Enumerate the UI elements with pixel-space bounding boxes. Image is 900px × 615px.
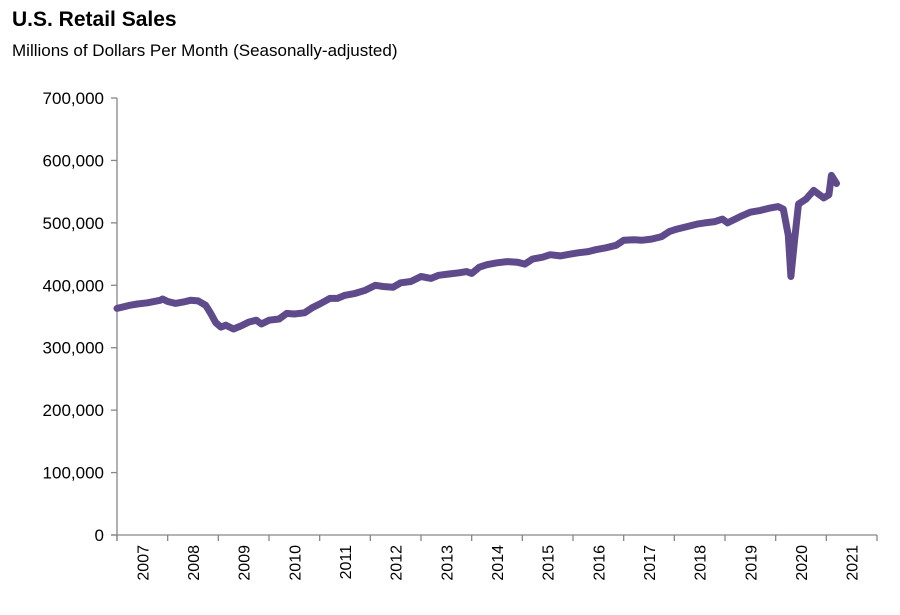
x-axis-ticks: 2007 2008 2009 2010 2011 2012 2013 2014 2015 2016…: [116, 535, 878, 581]
x-tick-label: 2021: [845, 545, 862, 581]
y-tick-label: 700,000: [43, 89, 104, 108]
x-tick-label: 2010: [287, 545, 304, 581]
x-tick-label: 2017: [642, 545, 659, 581]
axes: [111, 98, 877, 541]
chart-title: U.S. Retail Sales: [12, 8, 177, 31]
y-tick-label: 500,000: [43, 214, 104, 233]
x-tick-label: 2016: [591, 545, 608, 581]
x-tick-label: 2015: [541, 545, 558, 581]
x-tick-label: 2019: [743, 545, 760, 581]
y-tick-label: 600,000: [43, 151, 104, 170]
x-tick-label: 2014: [490, 545, 507, 581]
x-tick-label: 2008: [186, 545, 203, 581]
y-tick-label: 300,000: [43, 339, 104, 358]
series-lines: [113, 171, 840, 333]
x-tick-label: 2012: [389, 545, 406, 581]
x-tick-label: 2007: [135, 545, 152, 581]
x-tick-label: 2020: [794, 545, 811, 581]
x-tick-label: 2011: [338, 545, 355, 580]
y-tick-label: 0: [95, 526, 104, 545]
series-line-retail-sales: [113, 171, 840, 333]
x-tick-label: 2018: [693, 545, 710, 581]
x-tick-label: 2009: [237, 545, 254, 581]
y-tick-label: 400,000: [43, 276, 104, 295]
chart-subtitle: Millions of Dollars Per Month (Seasonall…: [12, 41, 398, 60]
y-tick-label: 200,000: [43, 401, 104, 420]
x-tick-label: 2013: [439, 545, 456, 581]
y-axis-ticks: 0 100,000 200,000 300,000 400,000 500,000 600,…: [43, 89, 117, 545]
y-tick-label: 100,000: [43, 464, 104, 483]
